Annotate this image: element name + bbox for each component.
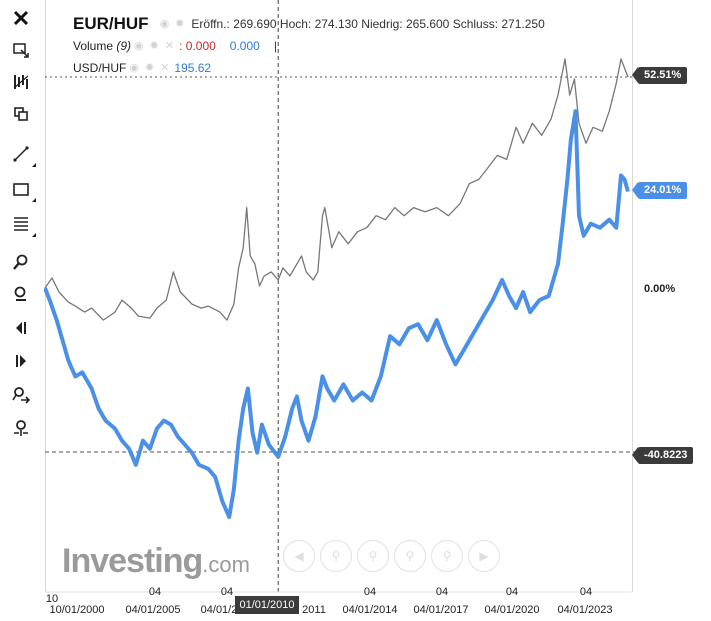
- zoom-reset-button[interactable]: [8, 415, 34, 441]
- legend-row-main: EUR/HUF ◉ ✹ Eröffn.: 269.690 Hoch: 274.1…: [73, 13, 545, 35]
- scroll-right-icon: [16, 355, 26, 367]
- compare-value: 195.62: [174, 61, 212, 75]
- settings-gear-icon[interactable]: ✹: [175, 18, 185, 30]
- compare-button[interactable]: [8, 101, 34, 127]
- x-tick-lower: 04/01/2014: [342, 604, 398, 616]
- nav-zoom-reset-button[interactable]: ⚲: [431, 540, 463, 572]
- cursor-cross-icon: [13, 43, 29, 58]
- close-icon: [13, 10, 29, 26]
- fibonacci-button[interactable]: [8, 211, 36, 237]
- scroll-right-button[interactable]: [8, 348, 34, 374]
- legend-row-compare: USD/HUF ◉ ✹ ✕ 195.62: [73, 57, 545, 79]
- trendline-button[interactable]: [8, 141, 36, 167]
- nav-zoom-in-icon: ⚲: [331, 549, 341, 563]
- symbol-title: EUR/HUF: [73, 14, 149, 33]
- volume-separator: |: [273, 39, 277, 53]
- drawing-toolbar: [0, 0, 44, 621]
- nav-scroll-right-icon: ▶: [479, 549, 489, 563]
- y-label-top: 52.51%: [631, 67, 688, 84]
- scroll-left-icon: [16, 322, 26, 334]
- nav-zoom-reset-icon: ⚲: [442, 549, 452, 563]
- nav-zoom-out-button[interactable]: ⚲: [357, 540, 389, 572]
- nav-zoom-arrow-icon: ⚲: [405, 549, 415, 563]
- x-tick-upper: 04: [363, 586, 377, 598]
- rectangle-button[interactable]: [8, 176, 36, 202]
- compare-symbol: USD/HUF: [73, 61, 127, 75]
- compare-remove-icon[interactable]: ✕: [160, 62, 170, 74]
- nav-zoom-arrow-button[interactable]: ⚲: [394, 540, 426, 572]
- nav-zoom-in-button[interactable]: ⚲: [320, 540, 352, 572]
- zoom-in-arrow-button[interactable]: [8, 382, 34, 408]
- ohlc-values: Eröffn.: 269.690 Hoch: 274.130 Niedrig: …: [191, 17, 545, 31]
- y-label-current: 24.01%: [631, 182, 688, 199]
- volume-eye-icon[interactable]: ◉: [134, 40, 144, 52]
- visibility-eye-icon[interactable]: ◉: [159, 18, 170, 30]
- x-tick-upper: 04: [435, 586, 449, 598]
- investing-watermark: Investing.com: [62, 542, 250, 581]
- chart-nav-controls: ◀ ⚲ ⚲ ⚲ ⚲ ▶: [283, 540, 500, 572]
- compare-eye-icon[interactable]: ◉: [129, 62, 139, 74]
- cursor-cross-button[interactable]: [8, 37, 34, 63]
- zoom-out-icon: [14, 286, 26, 301]
- x-tick-upper: 04: [148, 586, 162, 598]
- x-tick-lower: 04/01/2020: [484, 604, 540, 616]
- zoom-reset-icon: [14, 420, 28, 436]
- chart-legend: EUR/HUF ◉ ✹ Eröffn.: 269.690 Hoch: 274.1…: [73, 13, 545, 79]
- x-tick-lower: 10/01/2000: [49, 604, 105, 616]
- x-tick-lower: 04/01/2023: [557, 604, 613, 616]
- volume-period: (9): [116, 39, 132, 53]
- zoom-in-icon: [13, 254, 28, 270]
- trendline-icon: [13, 146, 29, 162]
- nav-scroll-left-button[interactable]: ◀: [283, 540, 315, 572]
- x-tick-upper: 04: [579, 586, 593, 598]
- series-line-usd-huf[interactable]: [43, 109, 630, 519]
- zoom-out-button[interactable]: [8, 281, 34, 307]
- compare-icon: [14, 107, 28, 121]
- zoom-in-button[interactable]: [8, 249, 34, 275]
- volume-remove-icon[interactable]: ✕: [164, 40, 175, 52]
- volume-gear-icon[interactable]: ✹: [149, 40, 159, 52]
- plot-frame[interactable]: [45, 0, 633, 592]
- x-tick-lower: 04/01/2005: [125, 604, 181, 616]
- volume-value-red: : 0.000: [179, 39, 216, 53]
- x-tick-upper: 10: [45, 593, 59, 605]
- nav-scroll-left-icon: ◀: [294, 549, 304, 563]
- y-label-crosshair: -40.8223: [631, 447, 694, 464]
- zoom-in-arrow-icon: [12, 387, 30, 404]
- series-line-eur-huf[interactable]: [44, 58, 629, 321]
- x-tick-upper: 04: [505, 586, 519, 598]
- volume-value-blue: 0.000: [229, 39, 260, 53]
- legend-row-volume: Volume (9) ◉ ✹ ✕ : 0.000 0.000 |: [73, 35, 545, 57]
- x-tick-lower: 04/01/2: [200, 604, 238, 616]
- indicators-icon: [13, 75, 29, 89]
- fibonacci-icon: [14, 217, 28, 231]
- rectangle-icon: [13, 183, 29, 196]
- close-button[interactable]: [8, 5, 34, 31]
- watermark-suffix: .com: [202, 552, 250, 577]
- y-label-zero: 0.00%: [644, 283, 676, 295]
- x-tick-upper: 04: [220, 586, 234, 598]
- compare-gear-icon[interactable]: ✹: [144, 62, 155, 74]
- nav-scroll-right-button[interactable]: ▶: [468, 540, 500, 572]
- volume-label: Volume: [73, 39, 114, 53]
- watermark-brand: Investing: [62, 542, 203, 580]
- scroll-left-button[interactable]: [8, 315, 34, 341]
- nav-zoom-out-icon: ⚲: [368, 549, 378, 563]
- x-tick-lower: 04/01/2017: [413, 604, 469, 616]
- x-tick-lower: 2011: [302, 604, 326, 616]
- indicators-button[interactable]: [8, 69, 34, 95]
- crosshair-date-label: 01/01/2010: [235, 596, 299, 614]
